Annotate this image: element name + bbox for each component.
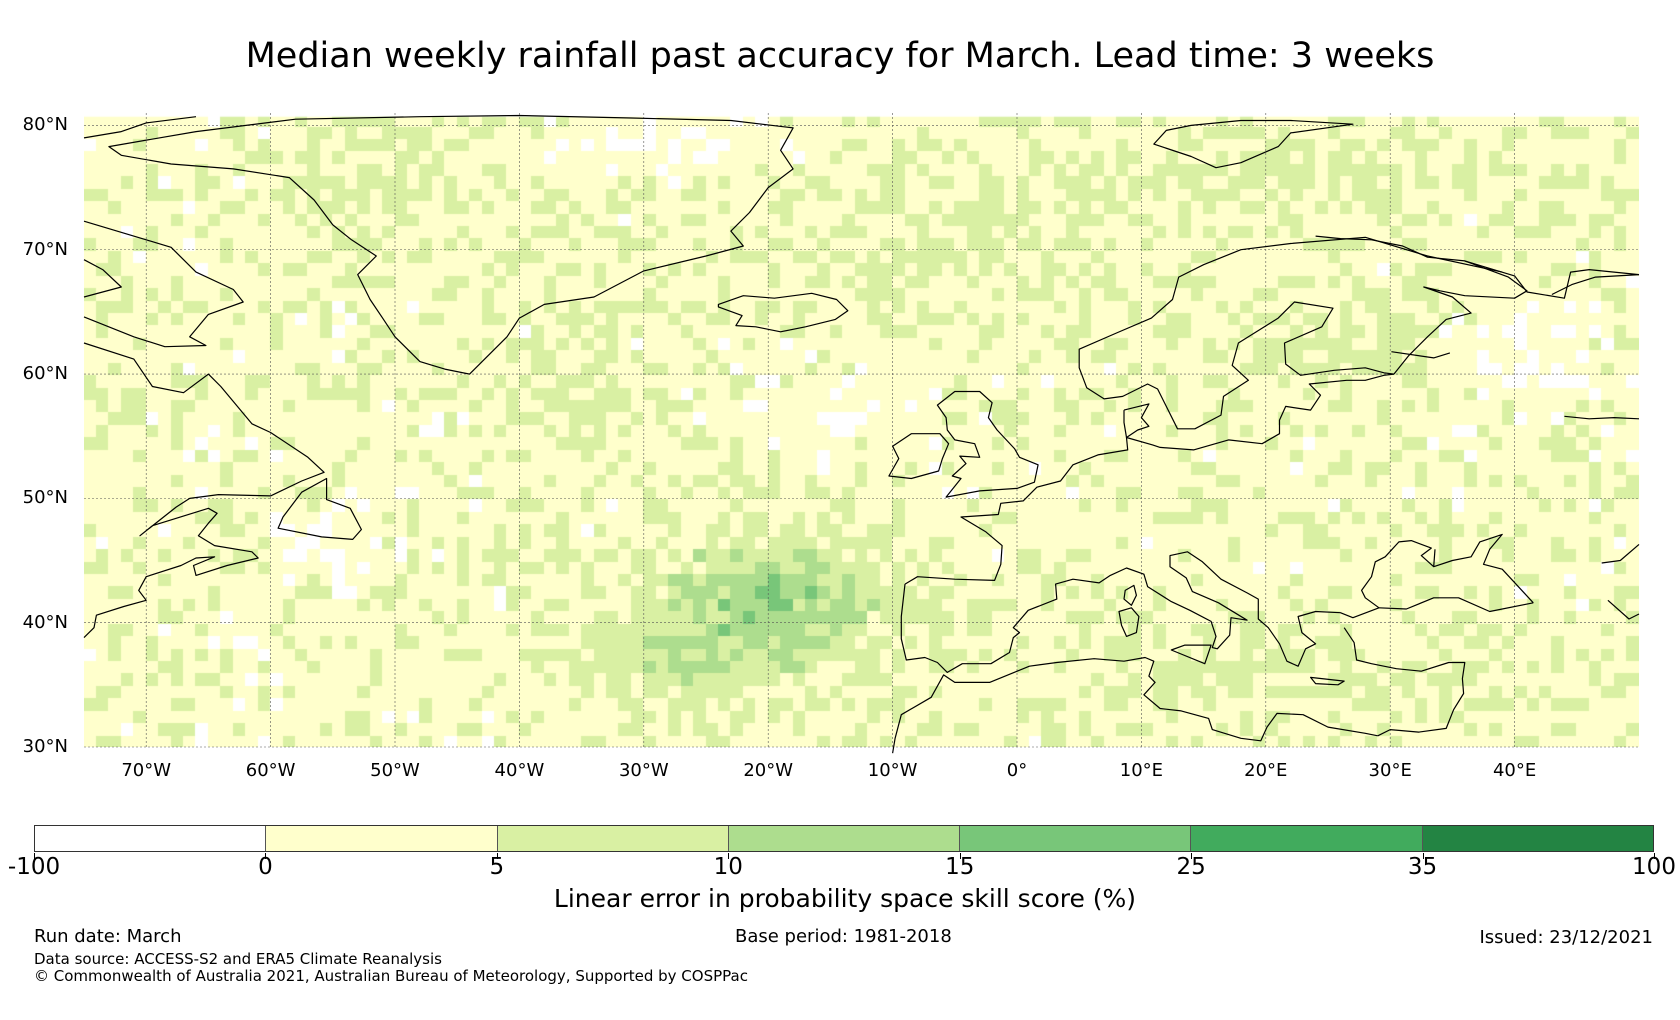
colorbar-segment <box>960 826 1192 851</box>
skill-grid-raster <box>84 113 1639 747</box>
coastline-turkey-south <box>1343 627 1466 737</box>
coastline-corsica <box>1123 584 1137 606</box>
coastline-volga <box>1564 415 1640 420</box>
copyright: © Commonwealth of Australia 2021, Austra… <box>34 967 748 985</box>
colorbar-segment <box>1191 826 1423 851</box>
longitude-label: 70°W <box>121 760 172 781</box>
longitude-label: 30°E <box>1368 760 1412 781</box>
colorbar-title: Linear error in probability space skill … <box>553 884 1137 913</box>
coastline-greenland <box>108 114 794 375</box>
coastline-finland-lakes <box>1391 351 1451 359</box>
coastline-europe-mainland <box>904 373 1394 585</box>
coastline-ireland <box>888 433 950 480</box>
longitude-label: 50°W <box>370 760 420 781</box>
colorbar-segment <box>266 826 498 851</box>
colorbar-tick <box>265 853 267 859</box>
colorbar-segment <box>1422 826 1653 851</box>
coastline-crete <box>1310 676 1345 686</box>
colorbar-segment <box>497 826 729 851</box>
coastline-iberia <box>900 533 1534 673</box>
longitude-label: 60°W <box>245 760 296 781</box>
coastline-black-sea-north <box>1433 549 1436 567</box>
coastline-caspian-edge <box>1601 543 1640 564</box>
colorbar-segment <box>728 826 961 851</box>
colorbar-tick-label: 100 <box>1632 854 1676 880</box>
graticule <box>84 113 1639 748</box>
colorbar-tick <box>1191 853 1193 859</box>
latitude-label: 50°N <box>22 487 68 509</box>
colorbar-tick-label: 5 <box>489 854 505 880</box>
coastline-scandi-north-cape <box>1315 235 1640 299</box>
map-title: Median weekly rainfall past accuracy for… <box>245 36 1435 76</box>
coastline-kola-whitesea <box>1393 260 1528 375</box>
latitude-label: 30°N <box>22 736 68 757</box>
coastline-denmark <box>1123 403 1150 439</box>
colorbar-tick <box>496 853 498 859</box>
longitude-label: 40°E <box>1492 760 1537 781</box>
coastline-north-africa <box>892 656 1378 754</box>
latitude-label: 40°N <box>22 611 68 633</box>
coastline-newfoundland <box>277 477 362 540</box>
longitude-label: 10°E <box>1119 760 1164 781</box>
coastline-iceland <box>717 292 849 333</box>
colorbar <box>34 825 1654 852</box>
issued-date: Issued: 23/12/2021 <box>1479 927 1653 948</box>
coastlines <box>83 114 1640 754</box>
skill-map <box>83 113 1640 754</box>
coastline-caspian-w <box>1607 599 1640 620</box>
coastline-sardinia <box>1118 607 1140 637</box>
coastline-scandinavia <box>1078 236 1503 430</box>
longitude-label: 40°W <box>494 760 545 781</box>
longitude-label: 0° <box>1006 760 1028 781</box>
latitude-label: 60°N <box>22 363 68 385</box>
colorbar-tick <box>1654 853 1655 859</box>
coastline-svalbard <box>1153 119 1354 169</box>
colorbar-tick <box>1422 853 1424 859</box>
colorbar-tick-label: 15 <box>945 854 975 880</box>
map-overlay <box>83 113 1640 754</box>
data-source: Data source: ACCESS-S2 and ERA5 Climate … <box>34 950 442 968</box>
coastline-labrador <box>83 342 325 639</box>
latitude-label: 80°N <box>22 114 68 136</box>
longitude-label: 20°W <box>743 760 794 781</box>
colorbar-tick-label: 10 <box>713 854 743 880</box>
coastline-sicily <box>1170 644 1212 665</box>
coastline-baffin-2 <box>83 259 122 298</box>
coastline-baffin <box>83 220 244 348</box>
coastline-turkey-north <box>1378 597 1534 613</box>
colorbar-tick-label: 25 <box>1176 854 1206 880</box>
colorbar-segment <box>35 826 267 851</box>
longitude-label: 10°W <box>867 760 918 781</box>
coastline-britain <box>936 390 1039 498</box>
latitude-label: 70°N <box>22 238 68 260</box>
run-date: Run date: March <box>34 926 182 947</box>
coastline-kanin <box>1551 274 1640 296</box>
colorbar-tick <box>959 853 961 859</box>
colorbar-tick <box>34 853 35 859</box>
colorbar-tick-label: 0 <box>258 854 273 880</box>
colorbar-tick <box>728 853 730 859</box>
longitude-label: 20°E <box>1244 760 1288 781</box>
coastline-ellesmere <box>83 116 197 139</box>
longitude-label: 30°W <box>618 760 669 781</box>
colorbar-tick-label: 35 <box>1407 854 1438 880</box>
colorbar-tick-label: -100 <box>7 854 61 880</box>
base-period: Base period: 1981-2018 <box>735 926 952 947</box>
